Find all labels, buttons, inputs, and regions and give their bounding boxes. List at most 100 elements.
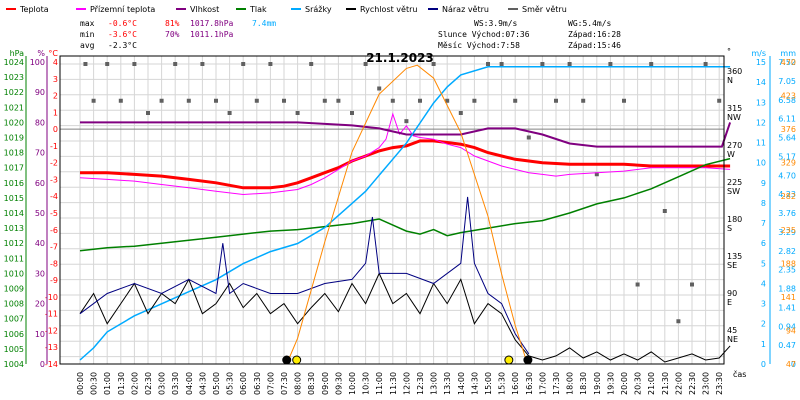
hpa-tick-19: 1005 bbox=[4, 345, 24, 354]
sun-tick-1: 423 bbox=[781, 92, 796, 101]
dir-deg-0: 360 bbox=[727, 67, 742, 76]
x-tick-21: 10:30 bbox=[362, 372, 371, 395]
percent-tick-9: 10 bbox=[35, 330, 45, 339]
percent-tick-5: 50 bbox=[35, 209, 45, 218]
celsius-tick-18: -14 bbox=[45, 360, 58, 369]
wind-dir-point bbox=[635, 282, 640, 287]
dir-name-6: E bbox=[727, 298, 732, 307]
rain-tick-8: 3.76 bbox=[778, 209, 796, 218]
legend-label-7: Směr větru bbox=[522, 5, 567, 14]
x-tick-47: 23:30 bbox=[715, 372, 724, 395]
wind-dir-point bbox=[690, 282, 694, 287]
series-line-5 bbox=[79, 272, 731, 363]
rain-tick-2: 6.58 bbox=[778, 96, 796, 105]
celsius-tick-4: 0 bbox=[53, 125, 58, 134]
percent-tick-6: 40 bbox=[35, 239, 45, 248]
wind-dir-point bbox=[377, 86, 382, 91]
grid: 00:00 00:30 01:00 01:30 02:00 02:30 03:00 03:30… bbox=[60, 56, 724, 395]
legend-label-3: Tlak bbox=[249, 5, 267, 14]
dir-deg-3: 225 bbox=[727, 178, 742, 187]
hpa-tick-3: 1021 bbox=[4, 103, 24, 112]
x-tick-0: 00:00 bbox=[76, 372, 85, 395]
wind-dir-point bbox=[418, 98, 422, 103]
wind-dir-point bbox=[390, 98, 395, 103]
sun-tick-9: 47 bbox=[786, 360, 796, 369]
wind-dir-point bbox=[268, 62, 273, 66]
wind-dir-point bbox=[336, 98, 341, 103]
x-tick-25: 12:30 bbox=[416, 372, 425, 395]
celsius-axis-label: °C bbox=[48, 49, 58, 58]
sun-moon-markers bbox=[282, 355, 533, 365]
x-tick-27: 13:30 bbox=[443, 372, 452, 395]
celsius-tick-13: -9 bbox=[50, 276, 58, 285]
wind-dir-point bbox=[662, 209, 667, 213]
wind-dir-point bbox=[132, 62, 137, 66]
x-tick-44: 22:00 bbox=[674, 372, 683, 395]
stat-min-press: 1011.1hPa bbox=[190, 30, 234, 39]
wind-tick-1: 14 bbox=[756, 78, 766, 87]
wind-dir-point bbox=[594, 172, 599, 177]
sun-tick-0: 470 bbox=[781, 58, 796, 67]
x-tick-45: 22:30 bbox=[688, 372, 697, 395]
rain-tick-1: 7.05 bbox=[778, 77, 796, 86]
x-tick-6: 03:00 bbox=[158, 372, 167, 395]
x-tick-26: 13:00 bbox=[430, 372, 439, 395]
wind-tick-8: 7 bbox=[761, 219, 766, 228]
x-tick-12: 06:00 bbox=[239, 372, 248, 395]
x-tick-22: 11:00 bbox=[375, 372, 384, 395]
x-tick-33: 16:30 bbox=[525, 372, 534, 395]
rain-tick-12: 1.88 bbox=[778, 285, 796, 294]
x-tick-16: 08:00 bbox=[294, 372, 303, 395]
wind-dir-point bbox=[554, 98, 558, 103]
x-tick-10: 05:00 bbox=[212, 372, 221, 395]
wind-dir-point bbox=[486, 62, 490, 66]
hpa-tick-14: 1010 bbox=[4, 269, 24, 278]
wind-dir-point bbox=[282, 98, 286, 103]
x-tick-32: 16:00 bbox=[511, 372, 520, 395]
x-tick-15: 07:30 bbox=[280, 372, 289, 395]
percent-tick-10: 0 bbox=[40, 360, 45, 369]
celsius-tick-17: -13 bbox=[45, 343, 58, 352]
x-tick-42: 21:00 bbox=[647, 372, 656, 395]
sun-tick-7: 141 bbox=[781, 293, 796, 302]
percent-axis-label: % bbox=[37, 49, 45, 58]
chart-title: 21.1.2023 bbox=[366, 51, 434, 65]
wind-dir-point bbox=[608, 62, 613, 66]
wind-dir-point bbox=[118, 98, 123, 103]
rain-tick-15: 0.47 bbox=[778, 341, 796, 350]
sun-tick-6: 188 bbox=[781, 259, 796, 268]
wind-tick-2: 13 bbox=[756, 98, 766, 107]
stat-min-temp: -3.6°C bbox=[108, 30, 137, 39]
wind-dir-point bbox=[567, 62, 572, 66]
celsius-tick-12: -8 bbox=[50, 259, 58, 268]
dir-deg-1: 315 bbox=[727, 104, 742, 113]
wind-dir-point bbox=[83, 62, 88, 66]
wind-dir-point bbox=[622, 98, 626, 103]
percent-tick-2: 80 bbox=[35, 118, 45, 127]
rain-tick-3: 6.11 bbox=[778, 115, 796, 124]
sun-tick-8: 94 bbox=[786, 326, 796, 335]
sunset-marker bbox=[523, 355, 533, 365]
legend-label-2: Vlhkost bbox=[190, 5, 219, 14]
wind-axis-label: m/s bbox=[751, 49, 766, 58]
stat-max-temp: -0.6°C bbox=[108, 19, 137, 28]
wind-tick-12: 3 bbox=[761, 300, 766, 309]
rain-tick-13: 1.41 bbox=[778, 303, 796, 312]
axes: 1024102310221021102010191018101710161015… bbox=[4, 47, 797, 369]
x-tick-36: 18:00 bbox=[566, 372, 575, 395]
x-tick-2: 01:00 bbox=[103, 372, 112, 395]
celsius-tick-11: -7 bbox=[50, 243, 58, 252]
wind-tick-9: 6 bbox=[761, 239, 766, 248]
hpa-axis-label: hPa bbox=[10, 49, 25, 58]
stat-min-hum: 70% bbox=[165, 30, 180, 39]
x-tick-35: 17:30 bbox=[552, 372, 561, 395]
percent-tick-4: 60 bbox=[35, 179, 45, 188]
stat-moon: Měsíc Východ:7:58 bbox=[438, 41, 520, 50]
wind-dir-point bbox=[472, 98, 477, 103]
x-tick-3: 01:30 bbox=[117, 372, 126, 395]
hpa-tick-13: 1011 bbox=[4, 254, 24, 263]
hpa-tick-18: 1006 bbox=[4, 330, 24, 339]
direction-axis-label: ° bbox=[727, 47, 731, 56]
wind-dir-point bbox=[146, 111, 150, 115]
